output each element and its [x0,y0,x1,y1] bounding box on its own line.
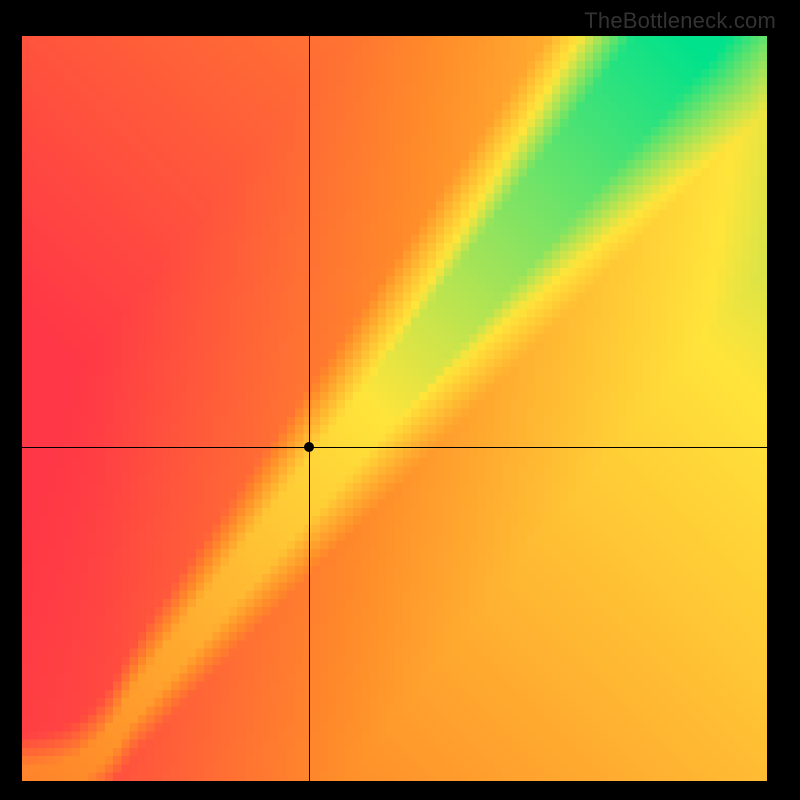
crosshair-vertical [309,36,310,781]
heatmap-canvas [22,36,767,781]
watermark-text: TheBottleneck.com [584,8,776,34]
crosshair-horizontal [22,447,767,448]
heatmap-plot [22,36,767,781]
chart-container: { "watermark": { "text": "TheBottleneck.… [0,0,800,800]
crosshair-marker [304,442,314,452]
